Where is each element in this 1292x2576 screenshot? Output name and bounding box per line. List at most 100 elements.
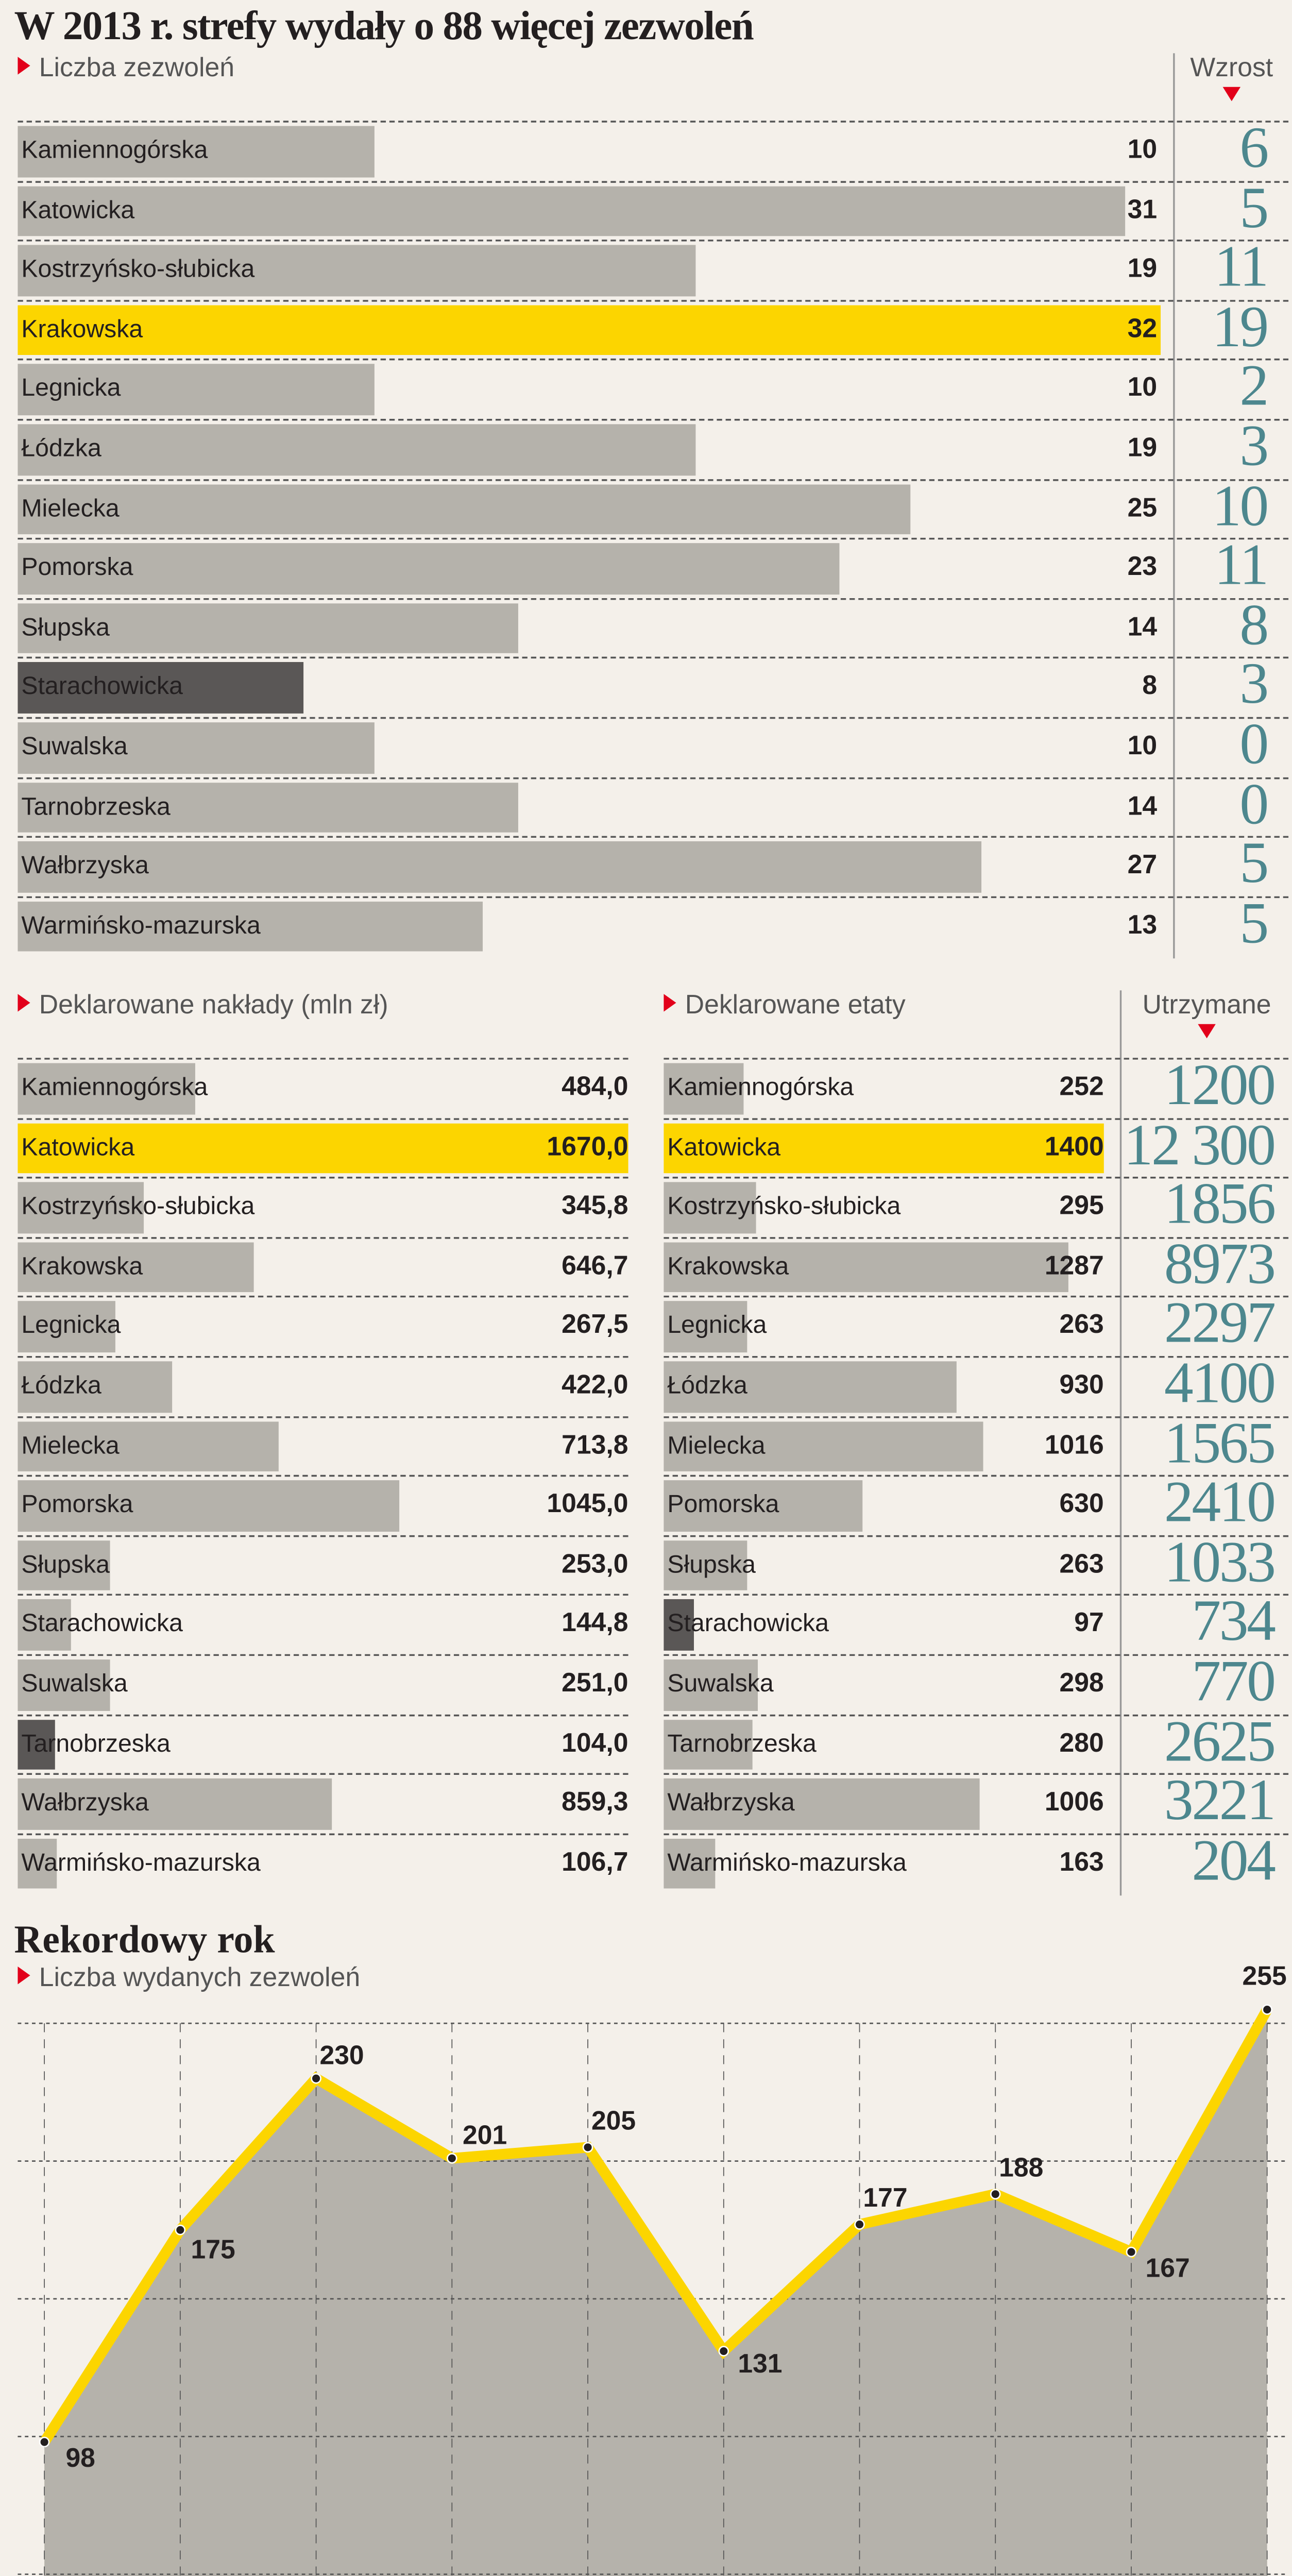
permit-count: 10 bbox=[1127, 373, 1158, 404]
bar bbox=[664, 1719, 752, 1770]
zone-name: Starachowicka bbox=[667, 1608, 829, 1637]
line-chart-subtitle-text: Liczba wydanych zezwoleń bbox=[39, 1963, 361, 1993]
table-row: Legnicka 263 2297 bbox=[664, 1293, 1289, 1357]
bar bbox=[18, 901, 482, 952]
kept-jobs-value: 204 bbox=[1192, 1829, 1276, 1894]
zone-name: Łódzka bbox=[21, 1370, 101, 1399]
bar bbox=[18, 543, 840, 595]
kept-jobs-value: 1856 bbox=[1164, 1173, 1276, 1238]
zone-name: Legnicka bbox=[21, 373, 121, 402]
kept-jobs-value: 1200 bbox=[1164, 1054, 1276, 1118]
permit-count: 32 bbox=[1127, 314, 1158, 344]
zone-name: Warmińsko-mazurska bbox=[667, 1847, 907, 1876]
jobs-subtitle-text: Deklarowane etaty bbox=[685, 990, 906, 1021]
table-row: Kamiennogórska 10 6 bbox=[18, 118, 1289, 180]
jobs-value: 97 bbox=[1074, 1608, 1104, 1639]
jobs-value: 930 bbox=[1059, 1370, 1104, 1401]
zone-name: Warmińsko-mazurska bbox=[21, 910, 261, 939]
data-label: 131 bbox=[738, 2348, 782, 2378]
growth-value: 5 bbox=[1239, 892, 1269, 957]
table-row: Kamiennogórska 252 1200 bbox=[664, 1054, 1289, 1118]
zone-name: Wałbrzyska bbox=[21, 850, 149, 879]
bar bbox=[664, 1123, 1104, 1174]
table-row: Łódzka 19 3 bbox=[18, 415, 1289, 480]
zone-name: Pomorska bbox=[21, 1489, 133, 1518]
zone-name: Kostrzyńsko-słubicka bbox=[667, 1191, 901, 1220]
zone-name: Słupska bbox=[21, 612, 110, 640]
data-label: 177 bbox=[863, 2182, 907, 2212]
growth-value: 5 bbox=[1239, 177, 1269, 241]
bar bbox=[664, 1301, 746, 1353]
table-row: Krakowska 32 19 bbox=[18, 297, 1289, 360]
permit-count: 14 bbox=[1127, 791, 1158, 821]
zone-name: Mielecka bbox=[21, 493, 120, 521]
divider bbox=[1119, 990, 1122, 1896]
jobs-value: 630 bbox=[1059, 1489, 1104, 1520]
table-row: Słupska 14 8 bbox=[18, 595, 1289, 657]
table-row: Legnicka 10 2 bbox=[18, 357, 1289, 419]
investment-value: 104,0 bbox=[562, 1728, 628, 1758]
zone-name: Kamiennogórska bbox=[21, 134, 208, 163]
data-label: 98 bbox=[65, 2443, 95, 2472]
permit-count: 23 bbox=[1127, 552, 1158, 583]
table-row: Pomorska 23 11 bbox=[18, 534, 1289, 599]
investment-value: 1045,0 bbox=[547, 1489, 628, 1520]
bar bbox=[18, 185, 1125, 236]
zone-name: Mielecka bbox=[667, 1430, 766, 1459]
data-label: 167 bbox=[1146, 2252, 1190, 2282]
kept-jobs-value: 2297 bbox=[1164, 1293, 1276, 1357]
data-label: 255 bbox=[1243, 1960, 1287, 1990]
kept-jobs-value: 12 300 bbox=[1124, 1114, 1276, 1178]
zone-name: Kostrzyńsko-słubicka bbox=[21, 1191, 255, 1220]
table-row: Pomorska 1045,0 bbox=[18, 1475, 628, 1535]
table-row: Słupska 263 1033 bbox=[664, 1532, 1289, 1595]
data-point bbox=[1126, 2246, 1137, 2258]
table-row: Starachowicka 8 3 bbox=[18, 655, 1289, 717]
bar bbox=[18, 484, 911, 535]
data-label: 201 bbox=[463, 2120, 507, 2150]
table-row: Krakowska 646,7 bbox=[18, 1236, 628, 1296]
line-chart: 9817523020120513117718816725520042005200… bbox=[18, 1960, 1289, 2576]
bar bbox=[18, 1600, 71, 1651]
zone-name: Krakowska bbox=[21, 1251, 143, 1280]
growth-value: 11 bbox=[1214, 236, 1269, 300]
triangle-marker-icon bbox=[18, 1967, 30, 1985]
permit-count: 27 bbox=[1127, 850, 1158, 881]
line-chart-subtitle: Liczba wydanych zezwoleń bbox=[18, 1963, 360, 1993]
zone-name: Tarnobrzeska bbox=[21, 791, 171, 820]
jobs-value: 295 bbox=[1059, 1191, 1104, 1222]
bar bbox=[664, 1242, 1068, 1293]
table-row: Tarnobrzeska 104,0 bbox=[18, 1714, 628, 1773]
zone-name: Suwalska bbox=[21, 731, 128, 760]
zone-name: Wałbrzyska bbox=[21, 1787, 149, 1816]
jobs-value: 1006 bbox=[1044, 1787, 1104, 1818]
zone-name: Kamiennogórska bbox=[667, 1072, 854, 1100]
bar bbox=[18, 1063, 195, 1114]
zone-name: Krakowska bbox=[21, 314, 143, 343]
zone-name: Kamiennogórska bbox=[21, 1072, 208, 1100]
jobs-value: 252 bbox=[1059, 1072, 1104, 1103]
zone-name: Kostrzyńsko-słubicka bbox=[21, 254, 255, 283]
table-row: Mielecka 25 10 bbox=[18, 474, 1289, 539]
table-row: Legnicka 267,5 bbox=[18, 1296, 628, 1356]
permit-count: 8 bbox=[1142, 671, 1158, 702]
table-row: Słupska 253,0 bbox=[18, 1535, 628, 1595]
table-row: Wałbrzyska 1006 3221 bbox=[664, 1771, 1289, 1833]
growth-value: 11 bbox=[1214, 534, 1269, 599]
data-point bbox=[1262, 2004, 1273, 2015]
data-point bbox=[175, 2224, 186, 2235]
bar bbox=[18, 364, 375, 416]
table-row: Katowicka 31 5 bbox=[18, 177, 1289, 241]
growth-value: 10 bbox=[1212, 474, 1269, 539]
growth-value: 3 bbox=[1239, 415, 1269, 480]
permits-subtitle: Liczba zezwoleń bbox=[18, 53, 234, 83]
bar bbox=[18, 722, 375, 773]
investment-value: 345,8 bbox=[562, 1191, 628, 1222]
investment-value: 484,0 bbox=[562, 1072, 628, 1103]
zone-name: Katowicka bbox=[21, 194, 135, 223]
zone-name: Wałbrzyska bbox=[667, 1787, 795, 1816]
down-triangle-icon bbox=[1198, 1024, 1216, 1039]
data-point bbox=[582, 2142, 593, 2153]
bar bbox=[664, 1778, 980, 1830]
divider bbox=[1173, 53, 1175, 959]
